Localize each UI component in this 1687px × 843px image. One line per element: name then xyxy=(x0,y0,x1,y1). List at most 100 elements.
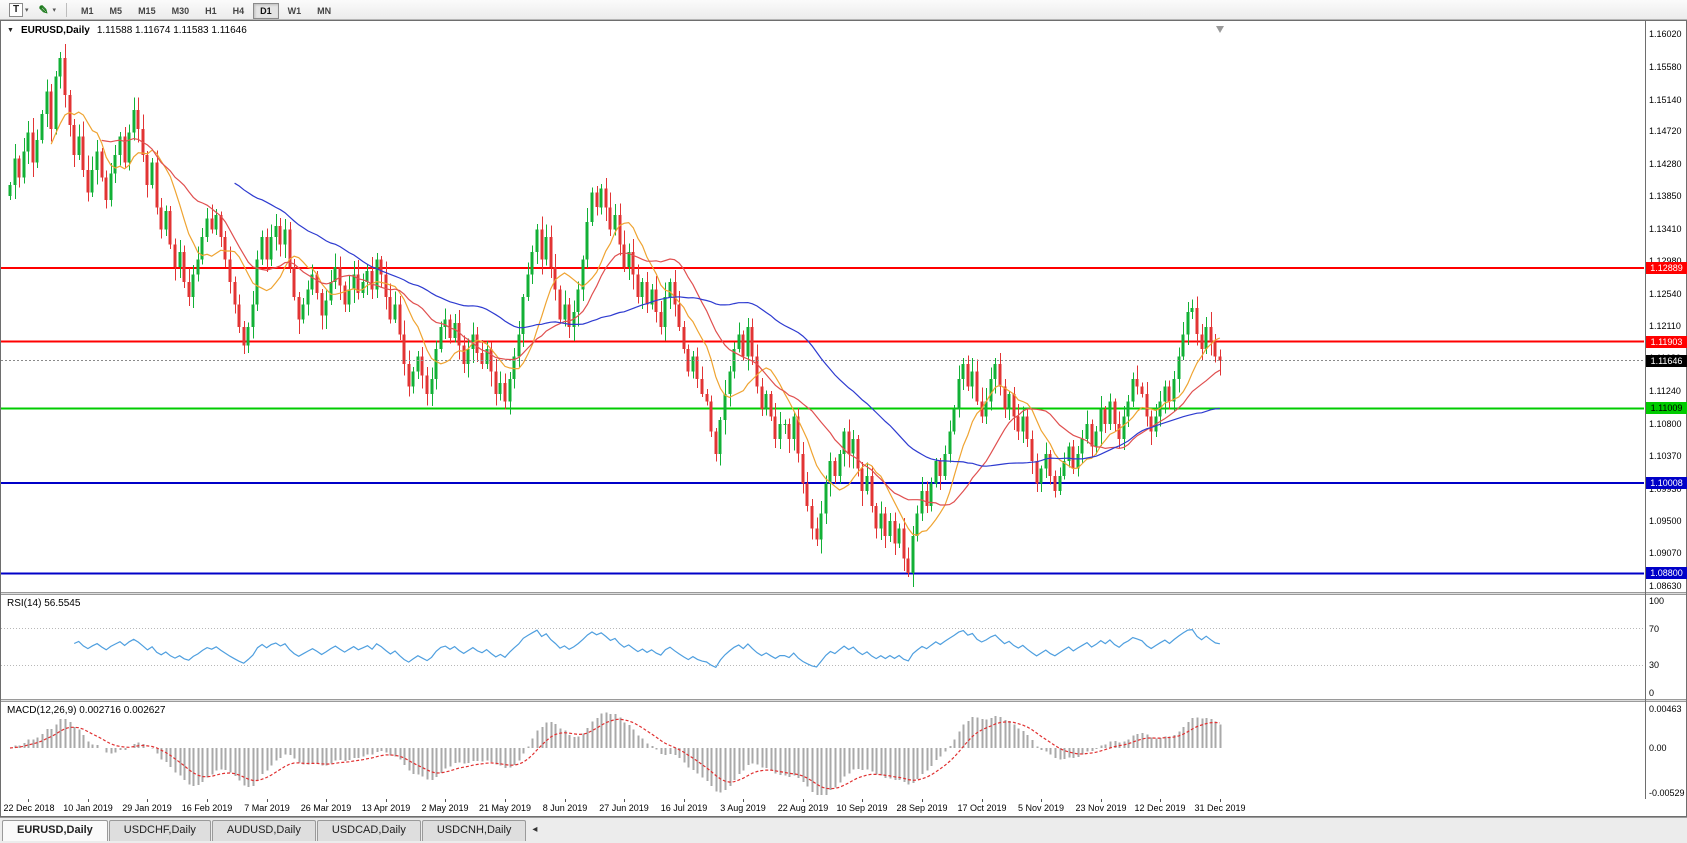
timeframe-button-group: M1 M5 M15 M30 H1 H4 D1 W1 MN xyxy=(73,1,339,19)
tab-usdcnh-daily[interactable]: USDCNH,Daily xyxy=(421,820,527,841)
tab-eurusd-daily[interactable]: EURUSD,Daily xyxy=(2,820,108,841)
date-tick xyxy=(862,799,863,802)
date-label: 23 Nov 2019 xyxy=(1075,803,1127,813)
date-tick xyxy=(624,799,625,802)
time-axis[interactable]: 22 Dec 2018 10 Jan 2019 29 Jan 2019 16 Feb … xyxy=(1,799,1686,816)
toolbar-separator xyxy=(66,2,68,17)
macd-axis-label: 0.00463 xyxy=(1649,704,1682,714)
timeframe-button-w1[interactable]: W1 xyxy=(281,3,309,19)
date-tick xyxy=(267,799,268,802)
date-tick xyxy=(445,799,446,802)
chart-tab-bar: EURUSD,Daily USDCHF,Daily AUDUSD,Daily USDC… xyxy=(0,817,1687,843)
date-label: 21 May 2019 xyxy=(478,803,532,813)
chart-symbol-period: EURUSD,Daily xyxy=(20,25,90,36)
tab-audusd-daily[interactable]: AUDUSD,Daily xyxy=(211,820,316,841)
text-tool-button[interactable]: T ▾ xyxy=(5,1,33,19)
panel-splitter[interactable] xyxy=(1,699,1686,702)
pencil-icon: ✎ xyxy=(38,2,49,17)
price-pane: ▼ EURUSD,Daily 1.11588 1.11674 1.11583 1… xyxy=(1,21,1687,592)
price-axis-label: 1.14720 xyxy=(1649,126,1682,136)
date-label: 16 Feb 2019 xyxy=(181,803,233,813)
drawing-tool-button[interactable]: ✎ ▾ xyxy=(33,1,61,19)
date-label: 10 Sep 2019 xyxy=(836,803,888,813)
chart-ohlc-values: 1.11588 1.11674 1.11583 1.11646 xyxy=(96,25,247,36)
date-tick xyxy=(803,799,804,802)
tab-usdcad-daily[interactable]: USDCAD,Daily xyxy=(316,820,421,841)
date-tick xyxy=(684,799,685,802)
timeframe-button-m30[interactable]: M30 xyxy=(165,3,197,19)
timeframe-button-m15[interactable]: M15 xyxy=(131,3,163,19)
price-axis-label: 1.11240 xyxy=(1649,386,1681,396)
date-tick xyxy=(207,799,208,802)
timeframe-button-m5[interactable]: M5 xyxy=(103,3,130,19)
date-label: 5 Nov 2019 xyxy=(1017,803,1065,813)
price-axis-label: 1.08630 xyxy=(1649,581,1682,591)
text-tool-icon: T xyxy=(9,2,23,17)
chart-window: ▼ EURUSD,Daily 1.11588 1.11674 1.11583 1… xyxy=(0,20,1687,817)
price-axis-label: 1.13850 xyxy=(1649,191,1682,201)
macd-histogram xyxy=(14,712,1222,795)
dropdown-arrow-icon: ▾ xyxy=(25,6,29,14)
timeframe-button-m1[interactable]: M1 xyxy=(74,3,101,19)
date-label: 16 Jul 2019 xyxy=(660,803,708,813)
date-label: 10 Jan 2019 xyxy=(63,803,113,813)
date-label: 29 Jan 2019 xyxy=(122,803,172,813)
chart-shift-marker[interactable] xyxy=(1216,26,1224,33)
price-chart-canvas[interactable] xyxy=(1,21,1644,592)
timeframe-button-d1[interactable]: D1 xyxy=(253,2,279,19)
date-tick xyxy=(743,799,744,802)
price-axis-label: 1.15580 xyxy=(1649,62,1682,72)
date-tick xyxy=(28,799,29,802)
chart-title: ▼ EURUSD,Daily 1.11588 1.11674 1.11583 1… xyxy=(7,25,247,36)
price-axis[interactable] xyxy=(1646,21,1686,799)
date-label: 26 Mar 2019 xyxy=(300,803,352,813)
macd-signal-line xyxy=(9,718,1220,790)
timeframe-button-h1[interactable]: H1 xyxy=(198,3,224,19)
price-axis-label: 1.10800 xyxy=(1649,419,1682,429)
candlestick-series xyxy=(8,44,1222,587)
hline-price-label: 1.08800 xyxy=(1646,567,1687,579)
macd-pane: MACD(12,26,9) 0.002716 0.002627 0.00463 0… xyxy=(1,702,1686,799)
rsi-axis-label: 0 xyxy=(1649,688,1655,698)
date-tick xyxy=(505,799,506,802)
price-axis-label: 1.16020 xyxy=(1649,29,1682,39)
rsi-canvas[interactable] xyxy=(1,595,1644,699)
price-axis-label: 1.09500 xyxy=(1649,516,1682,526)
date-tick xyxy=(565,799,566,802)
hline-price-label: 1.11903 xyxy=(1646,336,1687,348)
tab-scroll-left-icon[interactable]: ◂ xyxy=(532,824,538,835)
timeframe-button-mn[interactable]: MN xyxy=(310,3,338,19)
rsi-pane: RSI(14) 56.5545 100 70 30 0 xyxy=(1,595,1686,699)
date-tick xyxy=(1220,799,1221,802)
price-axis-label: 1.12980 xyxy=(1649,256,1682,266)
toolbar: T ▾ ✎ ▾ M1 M5 M15 M30 H1 H4 D1 W1 MN xyxy=(0,0,1687,20)
price-axis-label: 1.15140 xyxy=(1649,95,1682,105)
macd-axis-label: 0.00 xyxy=(1649,743,1667,753)
date-label: 27 Jun 2019 xyxy=(599,803,649,813)
date-label: 7 Mar 2019 xyxy=(244,803,290,813)
date-tick xyxy=(922,799,923,802)
panel-splitter[interactable] xyxy=(1,592,1686,595)
price-axis-label: 1.12540 xyxy=(1649,289,1682,299)
date-label: 22 Aug 2019 xyxy=(777,803,829,813)
macd-canvas[interactable] xyxy=(1,702,1644,799)
date-tick xyxy=(1160,799,1161,802)
collapse-arrow-icon[interactable]: ▼ xyxy=(7,27,14,34)
hline-price-label: 1.12889 xyxy=(1646,262,1687,274)
date-label: 2 May 2019 xyxy=(421,803,469,813)
hline-price-label: 1.10008 xyxy=(1646,477,1687,489)
date-label: 12 Dec 2019 xyxy=(1134,803,1186,813)
rsi-label: RSI(14) 56.5545 xyxy=(7,598,81,609)
tab-usdchf-daily[interactable]: USDCHF,Daily xyxy=(108,820,211,841)
price-axis-label: 1.09930 xyxy=(1649,484,1682,494)
ma-line-10 xyxy=(50,111,1221,536)
rsi-axis-label: 100 xyxy=(1649,596,1665,606)
macd-label: MACD(12,26,9) 0.002716 0.002627 xyxy=(7,705,166,716)
date-label: 28 Sep 2019 xyxy=(896,803,948,813)
date-label: 22 Dec 2018 xyxy=(3,803,55,813)
ma-line-50 xyxy=(234,182,1220,467)
price-axis-label: 1.13410 xyxy=(1649,224,1682,234)
price-axis-label: 1.10370 xyxy=(1649,451,1682,461)
dropdown-arrow-icon: ▾ xyxy=(52,6,57,14)
timeframe-button-h4[interactable]: H4 xyxy=(226,3,252,19)
